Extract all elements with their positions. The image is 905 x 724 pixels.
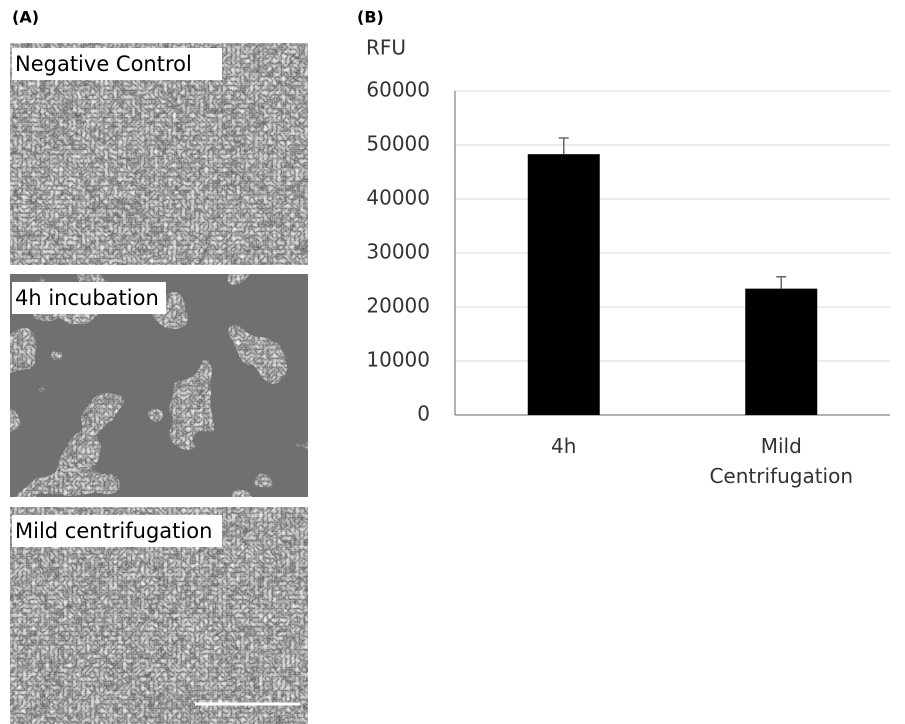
y-tick-label: 30000 <box>366 240 430 264</box>
label-box <box>12 282 166 314</box>
panel-label: (A) <box>12 8 39 27</box>
label-box <box>12 48 222 80</box>
x-tick-label: Mild Centrifugation <box>709 434 854 488</box>
panel-label: (B) <box>357 8 384 27</box>
error-bar <box>558 137 569 155</box>
image-label: Negative Control <box>15 52 192 76</box>
y-tick-label: 50000 <box>366 132 430 156</box>
label-box <box>12 515 222 547</box>
bar <box>527 154 600 415</box>
y-tick-label: 40000 <box>366 186 430 210</box>
y-tick-label: 60000 <box>366 78 430 102</box>
y-axis-label: RFU <box>366 36 406 60</box>
image-label: 4h incubation <box>15 286 159 310</box>
y-tick-label: 20000 <box>366 294 430 318</box>
x-tick-label: 4h <box>551 434 577 458</box>
image-label: Mild centrifugation <box>15 519 212 543</box>
y-tick-label: 0 <box>417 402 430 426</box>
error-bar <box>776 276 787 289</box>
y-tick-label: 10000 <box>366 348 430 372</box>
bar <box>745 288 818 415</box>
